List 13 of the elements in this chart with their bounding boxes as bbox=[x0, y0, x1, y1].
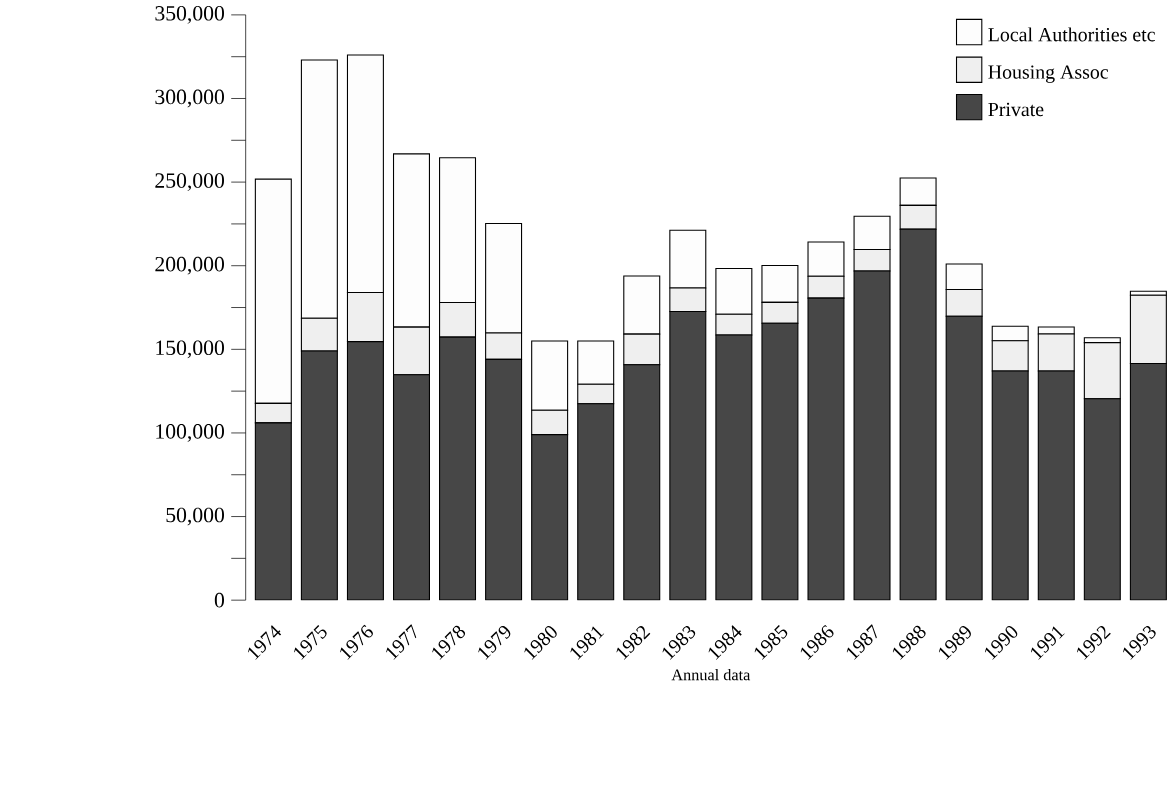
y-tick-label: 100,000 bbox=[156, 423, 225, 442]
y-tick-label: 50,000 bbox=[166, 507, 225, 526]
y-tick-label: 300,000 bbox=[155, 89, 225, 108]
legend-label: Local Authorities etc bbox=[988, 27, 1155, 42]
y-tick-label: 200,000 bbox=[155, 256, 225, 275]
y-tick-label: 350,000 bbox=[155, 5, 225, 24]
x-tick-label: 1981 bbox=[570, 626, 605, 660]
y-tick-label: 150,000 bbox=[156, 340, 225, 358]
legend-label: Housing Assoc bbox=[988, 65, 1109, 83]
y-tick-label: 0 bbox=[214, 592, 225, 608]
y-tick-label: 250,000 bbox=[155, 172, 225, 191]
legend-label: Private bbox=[988, 102, 1044, 116]
x-axis-title: Annual data bbox=[671, 668, 751, 681]
